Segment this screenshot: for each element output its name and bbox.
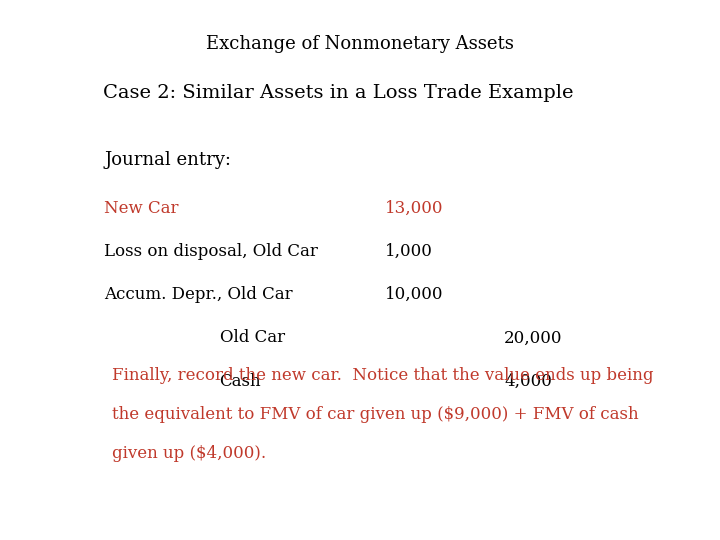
Text: Case 2: Similar Assets in a Loss Trade Example: Case 2: Similar Assets in a Loss Trade E…: [103, 84, 574, 102]
Text: Accum. Depr., Old Car: Accum. Depr., Old Car: [104, 286, 293, 303]
Text: Exchange of Nonmonetary Assets: Exchange of Nonmonetary Assets: [206, 35, 514, 53]
Text: New Car: New Car: [104, 200, 179, 217]
Text: the equivalent to FMV of car given up ($9,000) + FMV of cash: the equivalent to FMV of car given up ($…: [112, 406, 638, 423]
Text: 13,000: 13,000: [385, 200, 444, 217]
Text: Loss on disposal, Old Car: Loss on disposal, Old Car: [104, 243, 318, 260]
Text: 10,000: 10,000: [385, 286, 444, 303]
Text: given up ($4,000).: given up ($4,000).: [112, 445, 266, 462]
Text: Finally, record the new car.  Notice that the value ends up being: Finally, record the new car. Notice that…: [112, 367, 653, 384]
Text: Journal entry:: Journal entry:: [104, 151, 231, 169]
Text: Old Car: Old Car: [220, 329, 284, 346]
Text: 20,000: 20,000: [504, 329, 562, 346]
Text: 4,000: 4,000: [504, 373, 552, 389]
Text: Cash: Cash: [220, 373, 261, 389]
Text: 1,000: 1,000: [385, 243, 433, 260]
